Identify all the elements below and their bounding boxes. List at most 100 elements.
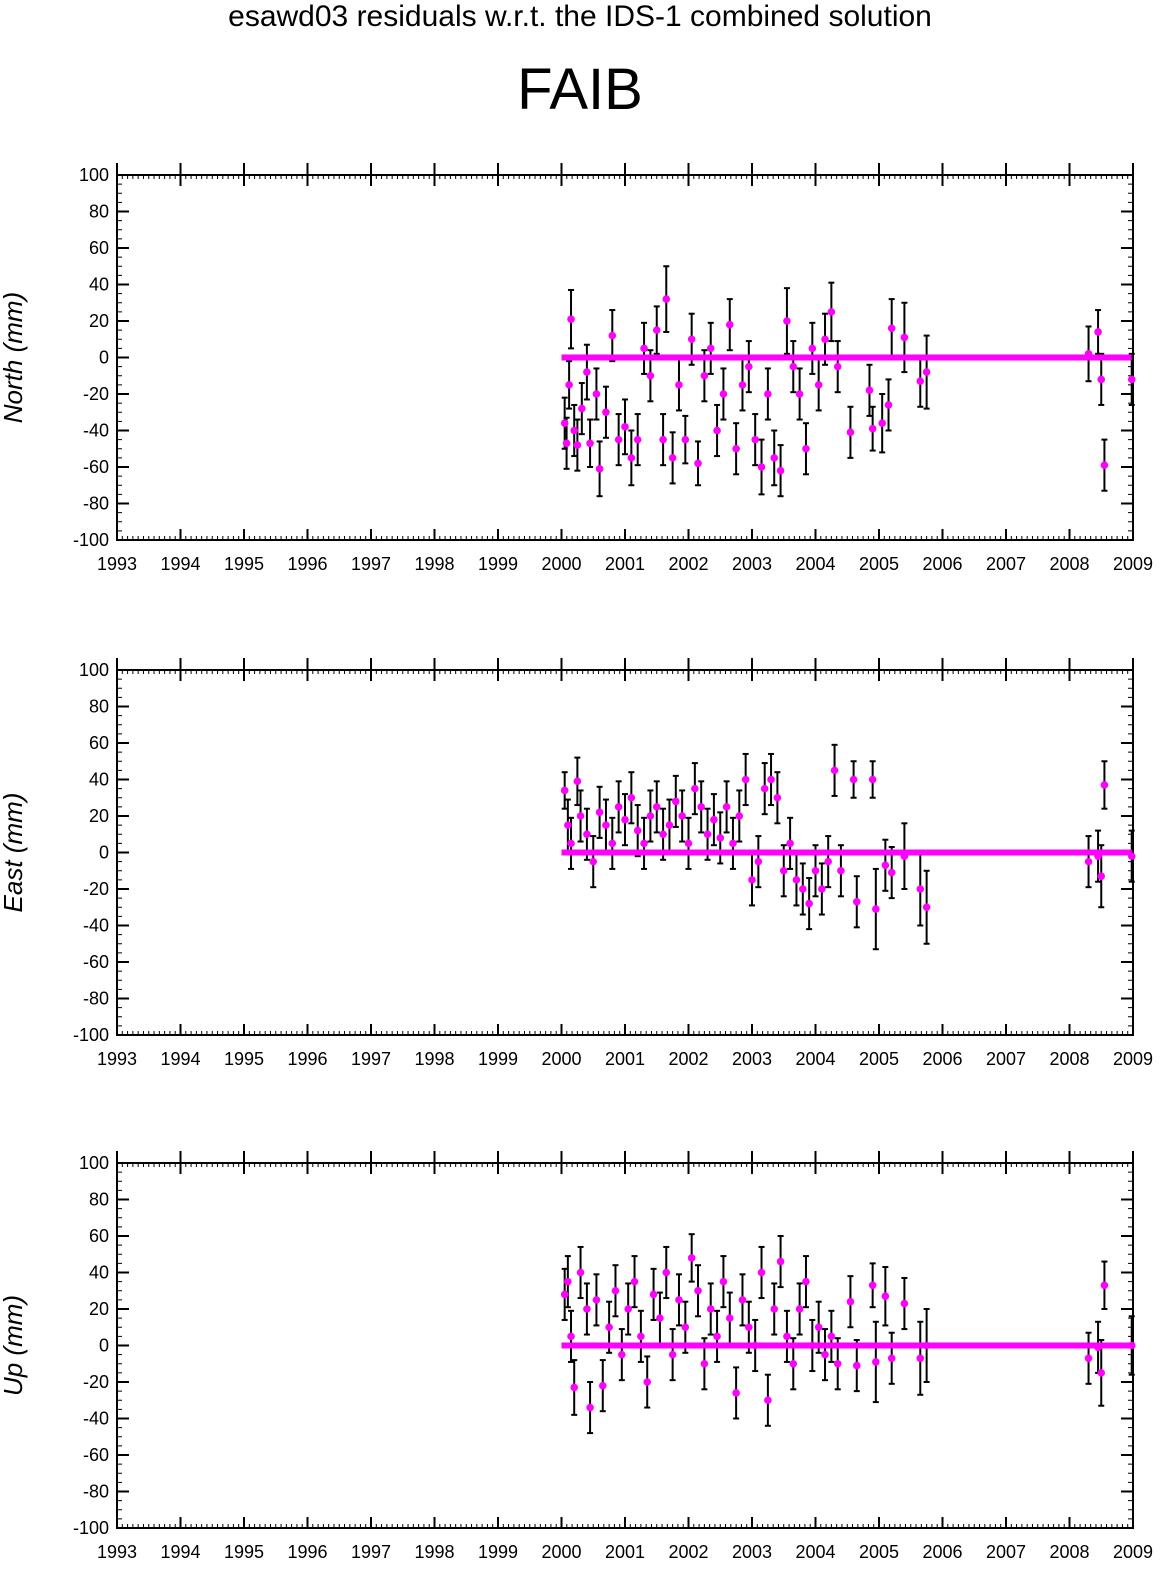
y-tick-label: 0 [99,1336,109,1356]
data-point [732,1389,740,1397]
data-point [586,439,594,448]
data-point [602,821,610,829]
data-point [668,454,677,462]
x-tick-label: 2000 [541,1049,581,1069]
y-tick-label: 20 [89,806,109,826]
data-point [887,868,896,877]
data-point [564,821,572,829]
data-point [573,441,582,449]
data-point [865,386,874,395]
data-point [637,1332,645,1341]
data-point [900,852,909,860]
data-point [567,839,575,848]
x-tick-label: 2008 [1049,554,1089,574]
data-point [656,1314,664,1322]
data-point [662,295,671,303]
data-point [745,362,753,371]
data-point [811,866,820,875]
data-point [598,1381,607,1390]
data-point [852,897,861,906]
data-point [754,857,763,866]
data-point [611,1286,620,1295]
y-tick-label: -20 [83,384,109,404]
x-tick-label: 2005 [859,1049,899,1069]
x-tick-label: 2004 [795,1049,835,1069]
data-point [567,315,575,323]
data-point [608,839,617,848]
x-tick-label: 1993 [97,554,137,574]
y-tick-label: -60 [83,1445,109,1465]
data-point [868,1281,877,1290]
x-tick-label: 1993 [97,1542,137,1562]
y-tick-label: 0 [99,843,109,863]
data-point [827,1332,836,1341]
data-point [716,834,725,842]
data-point [665,821,674,829]
data-point [922,368,931,376]
x-tick-label: 2009 [1113,554,1153,574]
data-point [741,775,750,784]
x-tick-label: 2002 [668,1542,708,1562]
data-point [589,857,598,866]
data-point [595,465,604,473]
data-point [687,1254,696,1262]
data-point [1084,350,1093,358]
data-point [805,899,813,908]
x-tick-label: 2007 [986,1542,1026,1562]
x-tick-label: 2009 [1113,1049,1153,1069]
data-point [608,331,617,340]
x-tick-label: 2005 [859,554,899,574]
data-point [564,1277,572,1286]
data-point [618,1350,626,1359]
y-tick-label: 40 [89,275,109,295]
data-point [681,1323,690,1332]
data-point [783,1332,791,1341]
data-point [652,326,661,334]
data-point [745,1323,753,1332]
x-tick-label: 1996 [287,1049,327,1069]
data-point [703,830,712,839]
data-point [770,454,779,462]
data-point [713,426,721,435]
data-point [821,335,829,344]
data-point [916,885,925,893]
data-point [748,876,756,884]
data-point [595,808,604,817]
data-point [764,1396,772,1405]
x-tick-label: 2006 [922,1542,962,1562]
x-tick-label: 2007 [986,554,1026,574]
data-point [887,1354,896,1363]
data-point [1100,461,1109,469]
data-point [824,857,832,866]
data-point [1094,1343,1102,1352]
data-point [821,1350,829,1359]
x-tick-label: 2004 [795,1542,835,1562]
data-point [852,1361,861,1370]
y-tick-label: -100 [73,1518,109,1538]
data-point [573,777,582,786]
data-point [732,444,740,453]
data-point [640,839,648,848]
data-point [697,803,705,811]
data-point [872,1358,880,1366]
data-point [872,905,880,913]
data-point [776,466,785,475]
data-point [602,408,610,417]
data-point [630,1277,639,1286]
data-point [659,830,667,839]
data-point [1094,328,1102,336]
y-tick-label: -20 [83,879,109,899]
y-tick-label: -80 [83,1482,109,1502]
data-point [662,1268,671,1277]
data-point [621,423,629,431]
y-tick-label: 60 [89,238,109,258]
data-point [700,1359,709,1368]
data-point [700,371,709,380]
x-tick-label: 2001 [605,554,645,574]
data-point [576,812,585,820]
x-tick-label: 1996 [287,554,327,574]
x-tick-label: 2003 [732,554,772,574]
data-point [652,803,661,811]
x-tick-label: 1994 [160,1542,200,1562]
data-point [672,797,680,806]
